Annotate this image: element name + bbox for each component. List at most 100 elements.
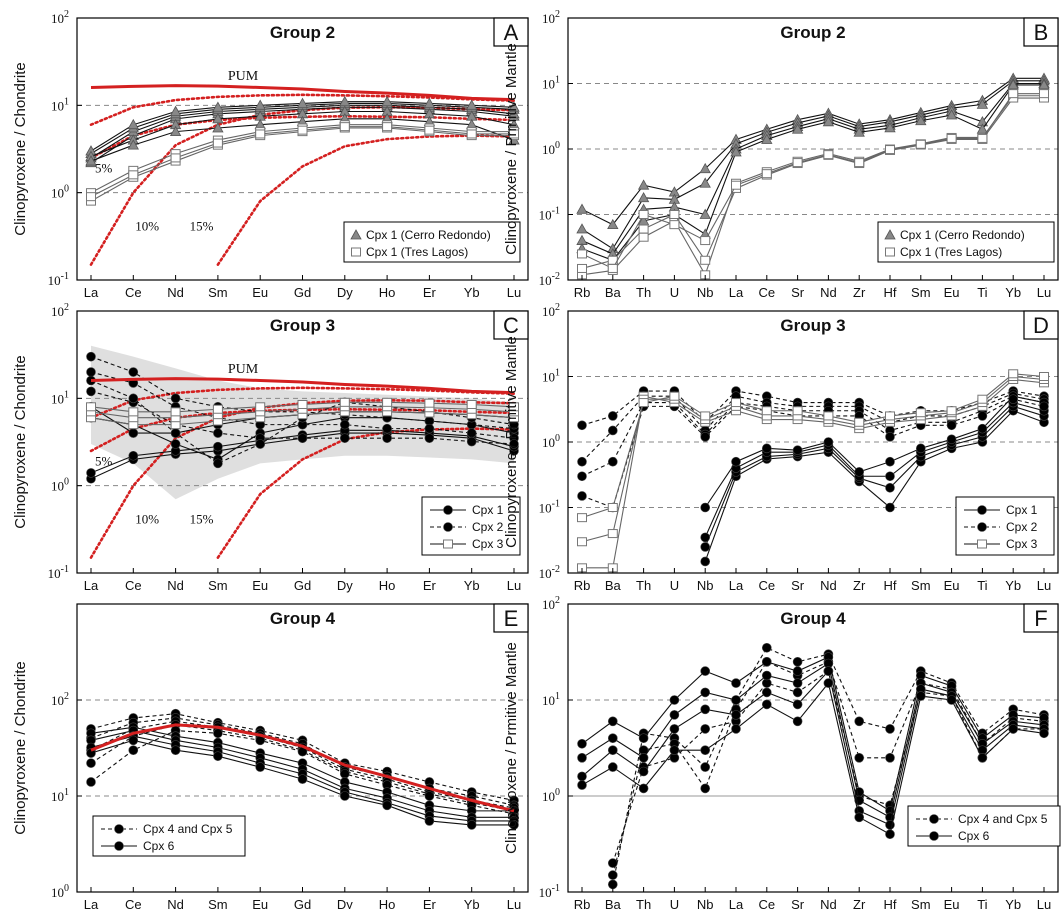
- data-point: [382, 423, 392, 434]
- data-point: [382, 122, 393, 132]
- data-point: [213, 441, 223, 452]
- data-point: [254, 99, 266, 110]
- legend-marker: [929, 831, 939, 841]
- data-point: [577, 471, 587, 482]
- reference-label: PUM: [228, 69, 259, 84]
- x-tick-label: Nd: [820, 578, 837, 593]
- data-point: [700, 783, 711, 794]
- data-point: [424, 433, 435, 443]
- data-point: [128, 407, 139, 417]
- data-point: [915, 114, 927, 126]
- panel-title: Group 3: [780, 316, 845, 335]
- data-point: [86, 351, 96, 362]
- legend-label: Cpx 6: [958, 829, 990, 843]
- x-tick-label: Nd: [167, 285, 184, 300]
- y-tick-label: 102: [542, 9, 560, 26]
- series-line: [581, 395, 1045, 477]
- data-point: [792, 687, 803, 698]
- data-point: [212, 122, 224, 133]
- data-point: [700, 687, 711, 698]
- data-point: [382, 433, 392, 443]
- data-point: [637, 191, 650, 203]
- data-point: [792, 716, 803, 727]
- panel-title: Group 3: [270, 316, 335, 335]
- data-point: [854, 716, 865, 727]
- data-point: [170, 407, 181, 417]
- series-line: [581, 681, 1045, 836]
- y-tick-label: 100: [542, 787, 560, 804]
- data-point: [823, 411, 834, 421]
- data-point: [854, 417, 865, 427]
- series-line: [90, 356, 515, 430]
- x-tick-label: Nd: [820, 285, 837, 300]
- data-point: [170, 393, 181, 404]
- legend-box: [343, 221, 521, 263]
- data-point: [86, 386, 96, 397]
- data-point: [700, 704, 711, 715]
- x-tick-label: Nb: [697, 285, 714, 300]
- panel-title: Group 2: [780, 23, 845, 42]
- data-point: [339, 397, 350, 407]
- series-line: [581, 662, 1045, 819]
- data-point: [127, 118, 139, 130]
- y-axis-label: Clinopyroxene / Chondrite: [12, 355, 29, 528]
- y-axis-label: Clinopyroxene / Chondrite: [12, 661, 29, 834]
- x-tick-label: Ti: [977, 897, 987, 909]
- data-point: [700, 236, 711, 246]
- legend-label: Cpx 4 and Cpx 5: [143, 822, 233, 836]
- data-point: [700, 411, 711, 421]
- y-tick-label: 102: [51, 9, 69, 26]
- panel-title: Group 4: [270, 609, 336, 628]
- x-tick-label: Gd: [294, 285, 311, 300]
- data-point: [128, 735, 139, 746]
- data-point: [509, 820, 519, 830]
- data-point: [577, 456, 587, 467]
- data-point: [1008, 724, 1019, 734]
- melting-curve-5: [89, 386, 516, 420]
- x-tick-label: Ba: [605, 285, 622, 300]
- reference-line: [90, 377, 515, 395]
- data-point: [946, 434, 957, 445]
- legend-marker: [929, 814, 939, 824]
- x-tick-label: Eu: [944, 897, 960, 909]
- x-tick-label: Sm: [208, 897, 228, 909]
- legend-box: [955, 496, 1055, 556]
- x-tick-label: La: [729, 578, 744, 593]
- data-point: [699, 208, 711, 219]
- legend: Cpx 1 Cpx 2 Cpx 3: [955, 496, 1055, 556]
- series-line: [90, 713, 515, 801]
- data-point: [823, 150, 834, 160]
- data-point: [945, 109, 958, 120]
- x-tick-label: Nd: [820, 897, 837, 909]
- data-point: [1039, 372, 1049, 381]
- legend-marker: [443, 505, 453, 515]
- melting-label: 10%: [135, 219, 159, 234]
- melting-curve-15: [216, 427, 516, 559]
- data-point: [577, 420, 587, 431]
- data-point: [700, 556, 711, 567]
- series-line: [581, 656, 1045, 812]
- data-point: [213, 428, 223, 438]
- x-tick-label: Yb: [1005, 897, 1021, 909]
- data-point: [424, 423, 435, 434]
- y-axis-label: Clinopyroxene / Prmitive Mantle: [503, 336, 520, 548]
- data-point: [466, 820, 477, 830]
- data-point: [1008, 394, 1019, 405]
- x-tick-label: Nd: [167, 578, 184, 593]
- y-tick-label: 10-1: [539, 499, 560, 516]
- x-tick-label: La: [84, 578, 99, 593]
- data-point: [730, 146, 742, 157]
- legend-marker: [443, 522, 453, 532]
- data-point: [915, 691, 926, 701]
- x-tick-label: Zr: [853, 897, 866, 909]
- x-tick-label: Nb: [697, 897, 714, 909]
- data-point: [731, 398, 741, 408]
- data-point: [977, 752, 988, 763]
- x-tick-label: Yb: [464, 897, 480, 909]
- data-point: [577, 537, 587, 547]
- data-point: [576, 203, 588, 214]
- data-point: [339, 769, 350, 779]
- x-tick-label: Ti: [977, 285, 987, 300]
- legend-box: [421, 496, 521, 556]
- data-point: [638, 398, 649, 408]
